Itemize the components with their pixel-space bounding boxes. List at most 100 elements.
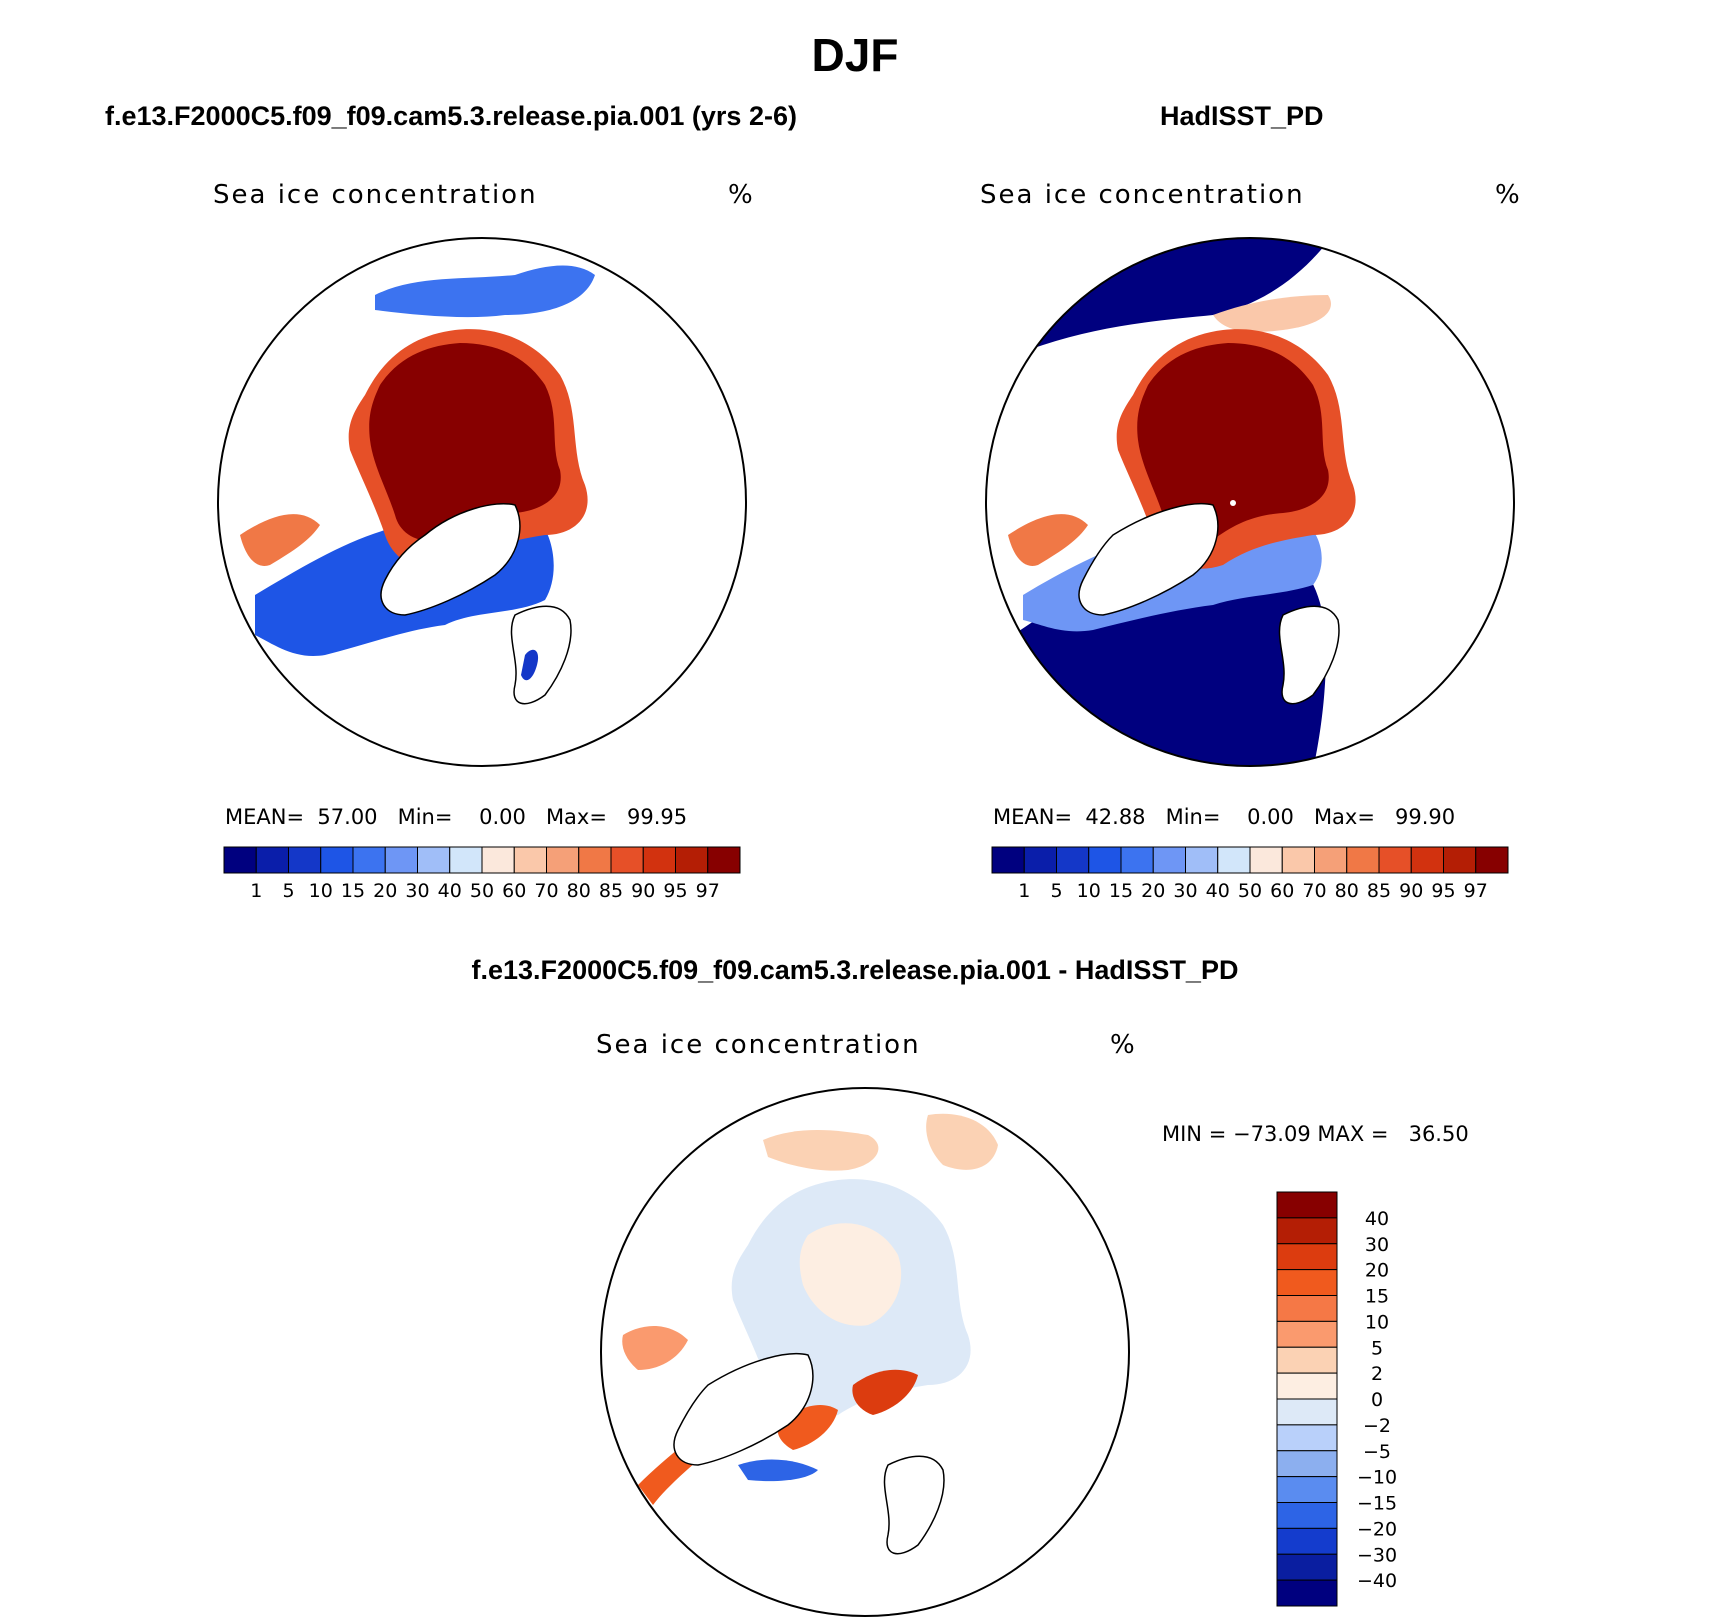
panel-2-min-value: 0.00 [1247, 805, 1294, 829]
panel-3-colorbar-tick-label: 10 [1365, 1311, 1389, 1333]
panel-1-colorbar-tick-label: 15 [341, 880, 365, 902]
panel-2-colorbar-tick-label: 97 [1464, 880, 1488, 902]
panel-2-colorbar-swatch [1314, 846, 1348, 874]
panel-1-colorbar-tick-label: 1 [250, 880, 262, 902]
panel-1-min-value: 0.00 [479, 805, 526, 829]
panel-3-colorbar-tick-label: −15 [1357, 1493, 1397, 1515]
panel-2-colorbar-tick-label: 85 [1367, 880, 1391, 902]
panel-2-colorbar-tick-label: 40 [1206, 880, 1230, 902]
panel-2-min-label: Min= [1165, 805, 1221, 829]
panel-1-ice-field [218, 238, 746, 766]
panel-2-colorbar-swatch [1152, 846, 1186, 874]
panel-2-colorbar-swatch [1281, 846, 1315, 874]
panel-1-colorbar-swatch [255, 846, 289, 874]
panel-1-mean-label: MEAN= [225, 805, 305, 829]
panel-3-colorbar-swatch [1276, 1424, 1338, 1452]
panel-3-colorbar-swatch [1276, 1320, 1338, 1348]
panel-3-stats: MIN = −73.09 MAX = 36.50 [1162, 1122, 1469, 1146]
panel-2-colorbar-swatch [1475, 846, 1509, 874]
panel-1-polar-map [217, 237, 747, 767]
panel-2-max-value: 99.90 [1394, 805, 1456, 829]
panel-1-colorbar-tick-label: 40 [438, 880, 462, 902]
panel-2-units: % [1495, 180, 1522, 210]
panel-1-min-label: Min= [397, 805, 453, 829]
panel-1-max-label: Max= [545, 805, 607, 829]
panel-2-colorbar-swatch [1410, 846, 1444, 874]
panel-2-colorbar-tick-label: 10 [1077, 880, 1101, 902]
panel-1-colorbar-tick-label: 85 [599, 880, 623, 902]
panel-3-colorbar-tick-label: −2 [1363, 1415, 1391, 1437]
panel-3-colorbar-swatch [1276, 1372, 1338, 1400]
panel-1-colorbar-swatch [384, 846, 418, 874]
panel-2-colorbar-tick-label: 15 [1109, 880, 1133, 902]
panel-3-colorbar-swatch [1276, 1217, 1338, 1245]
panel-1-colorbar-swatch [223, 846, 257, 874]
panel-3-colorbar-tick-label: 15 [1365, 1286, 1389, 1308]
panel-1-colorbar-swatch [578, 846, 612, 874]
panel-1-colorbar-tick-label: 70 [534, 880, 558, 902]
panel-1-colorbar-swatch [546, 846, 580, 874]
panel-3-colorbar-tick-label: 40 [1365, 1208, 1389, 1230]
panel-1-colorbar-swatch [320, 846, 354, 874]
panel-3-colorbar-tick-label: −20 [1357, 1518, 1397, 1540]
panel-3-colorbar-tick-label: 20 [1365, 1260, 1389, 1282]
panel-1-case-title: f.e13.F2000C5.f09_f09.cam5.3.release.pia… [105, 101, 797, 131]
panel-2-colorbar-tick-label: 50 [1238, 880, 1262, 902]
panel-3-colorbar-swatch [1276, 1191, 1338, 1219]
panel-2-colorbar-swatch [1249, 846, 1283, 874]
panel-2-colorbar-swatch [1056, 846, 1090, 874]
panel-2-colorbar-tick-label: 80 [1335, 880, 1359, 902]
panel-3-colorbar-swatch [1276, 1553, 1338, 1581]
panel-2-colorbar-tick-label: 5 [1050, 880, 1062, 902]
panel-3-min-label: MIN = [1162, 1122, 1227, 1146]
panel-2-colorbar-swatch [1023, 846, 1057, 874]
panel-1-colorbar-tick-label: 60 [502, 880, 526, 902]
panel-3-colorbar-swatch [1276, 1476, 1338, 1503]
panel-2-polar-map [985, 237, 1515, 767]
panel-1-colorbar-tick-label: 80 [567, 880, 591, 902]
panel-1-stats: MEAN= 57.00 Min= 0.00 Max= 99.95 [225, 805, 687, 829]
panel-1-colorbar-swatch [513, 846, 547, 874]
panel-3-colorbar-swatch [1276, 1450, 1338, 1478]
panel-3-case-title: f.e13.F2000C5.f09_f09.cam5.3.release.pia… [471, 955, 1239, 985]
panel-2-colorbar-swatch [1443, 846, 1477, 874]
panel-2-colorbar-tick-label: 1 [1018, 880, 1030, 902]
panel-3-colorbar-tick-label: 0 [1371, 1389, 1383, 1411]
panel-3-colorbar-tick-label: 30 [1365, 1234, 1389, 1256]
panel-1-colorbar-tick-label: 10 [309, 880, 333, 902]
panel-3-colorbar-swatch [1276, 1579, 1338, 1607]
panel-2-colorbar-tick-label: 95 [1431, 880, 1455, 902]
panel-1-mean-value: 57.00 [317, 805, 378, 829]
panel-1-colorbar-tick-label: 20 [373, 880, 397, 902]
panel-3-colorbar-swatch [1276, 1527, 1338, 1555]
panel-1-colorbar-tick-label: 30 [405, 880, 429, 902]
panel-3-difference-field [601, 1088, 1129, 1616]
panel-3-colorbar-swatch [1276, 1398, 1338, 1426]
panel-1-colorbar-tick-label: 50 [470, 880, 494, 902]
panel-1-map-border [217, 237, 747, 767]
panel-1-max-value: 99.95 [626, 805, 688, 829]
panel-1-colorbar-swatch [352, 846, 386, 874]
panel-2-colorbar-swatch [991, 846, 1025, 874]
panel-3-max-label: MAX = [1317, 1122, 1389, 1146]
panel-3-max-value: 36.50 [1408, 1122, 1469, 1146]
panel-1-colorbar-swatch [707, 846, 741, 874]
panel-2-colorbar-swatch [1346, 846, 1380, 874]
panel-1-colorbar-tick-label: 95 [663, 880, 687, 902]
panel-2-colorbar-tick-label: 30 [1173, 880, 1197, 902]
panel-3-colorbar-swatch [1276, 1269, 1338, 1296]
panel-1-colorbar-swatch [449, 846, 483, 874]
panel-3-polar-map [600, 1087, 1130, 1617]
panel-1-field-label: Sea ice concentration [213, 180, 538, 210]
panel-1-colorbar-swatch [481, 846, 515, 874]
panel-1-colorbar-tick-label: 5 [282, 880, 294, 902]
panel-1-colorbar: 1 5 10 15 20 30 40 50 60 70 80 85 90 95 97 [223, 846, 741, 902]
figure-title: DJF [811, 29, 899, 81]
panel-3-colorbar-tick-label: −30 [1357, 1544, 1397, 1566]
panel-1-colorbar-swatch [288, 846, 322, 874]
panel-3-min-value: −73.09 [1232, 1122, 1311, 1146]
panel-3-colorbar-tick-label: −40 [1357, 1570, 1397, 1592]
panel-3-colorbar-tick-label: 5 [1371, 1337, 1383, 1359]
panel-2-colorbar-tick-label: 70 [1302, 880, 1326, 902]
